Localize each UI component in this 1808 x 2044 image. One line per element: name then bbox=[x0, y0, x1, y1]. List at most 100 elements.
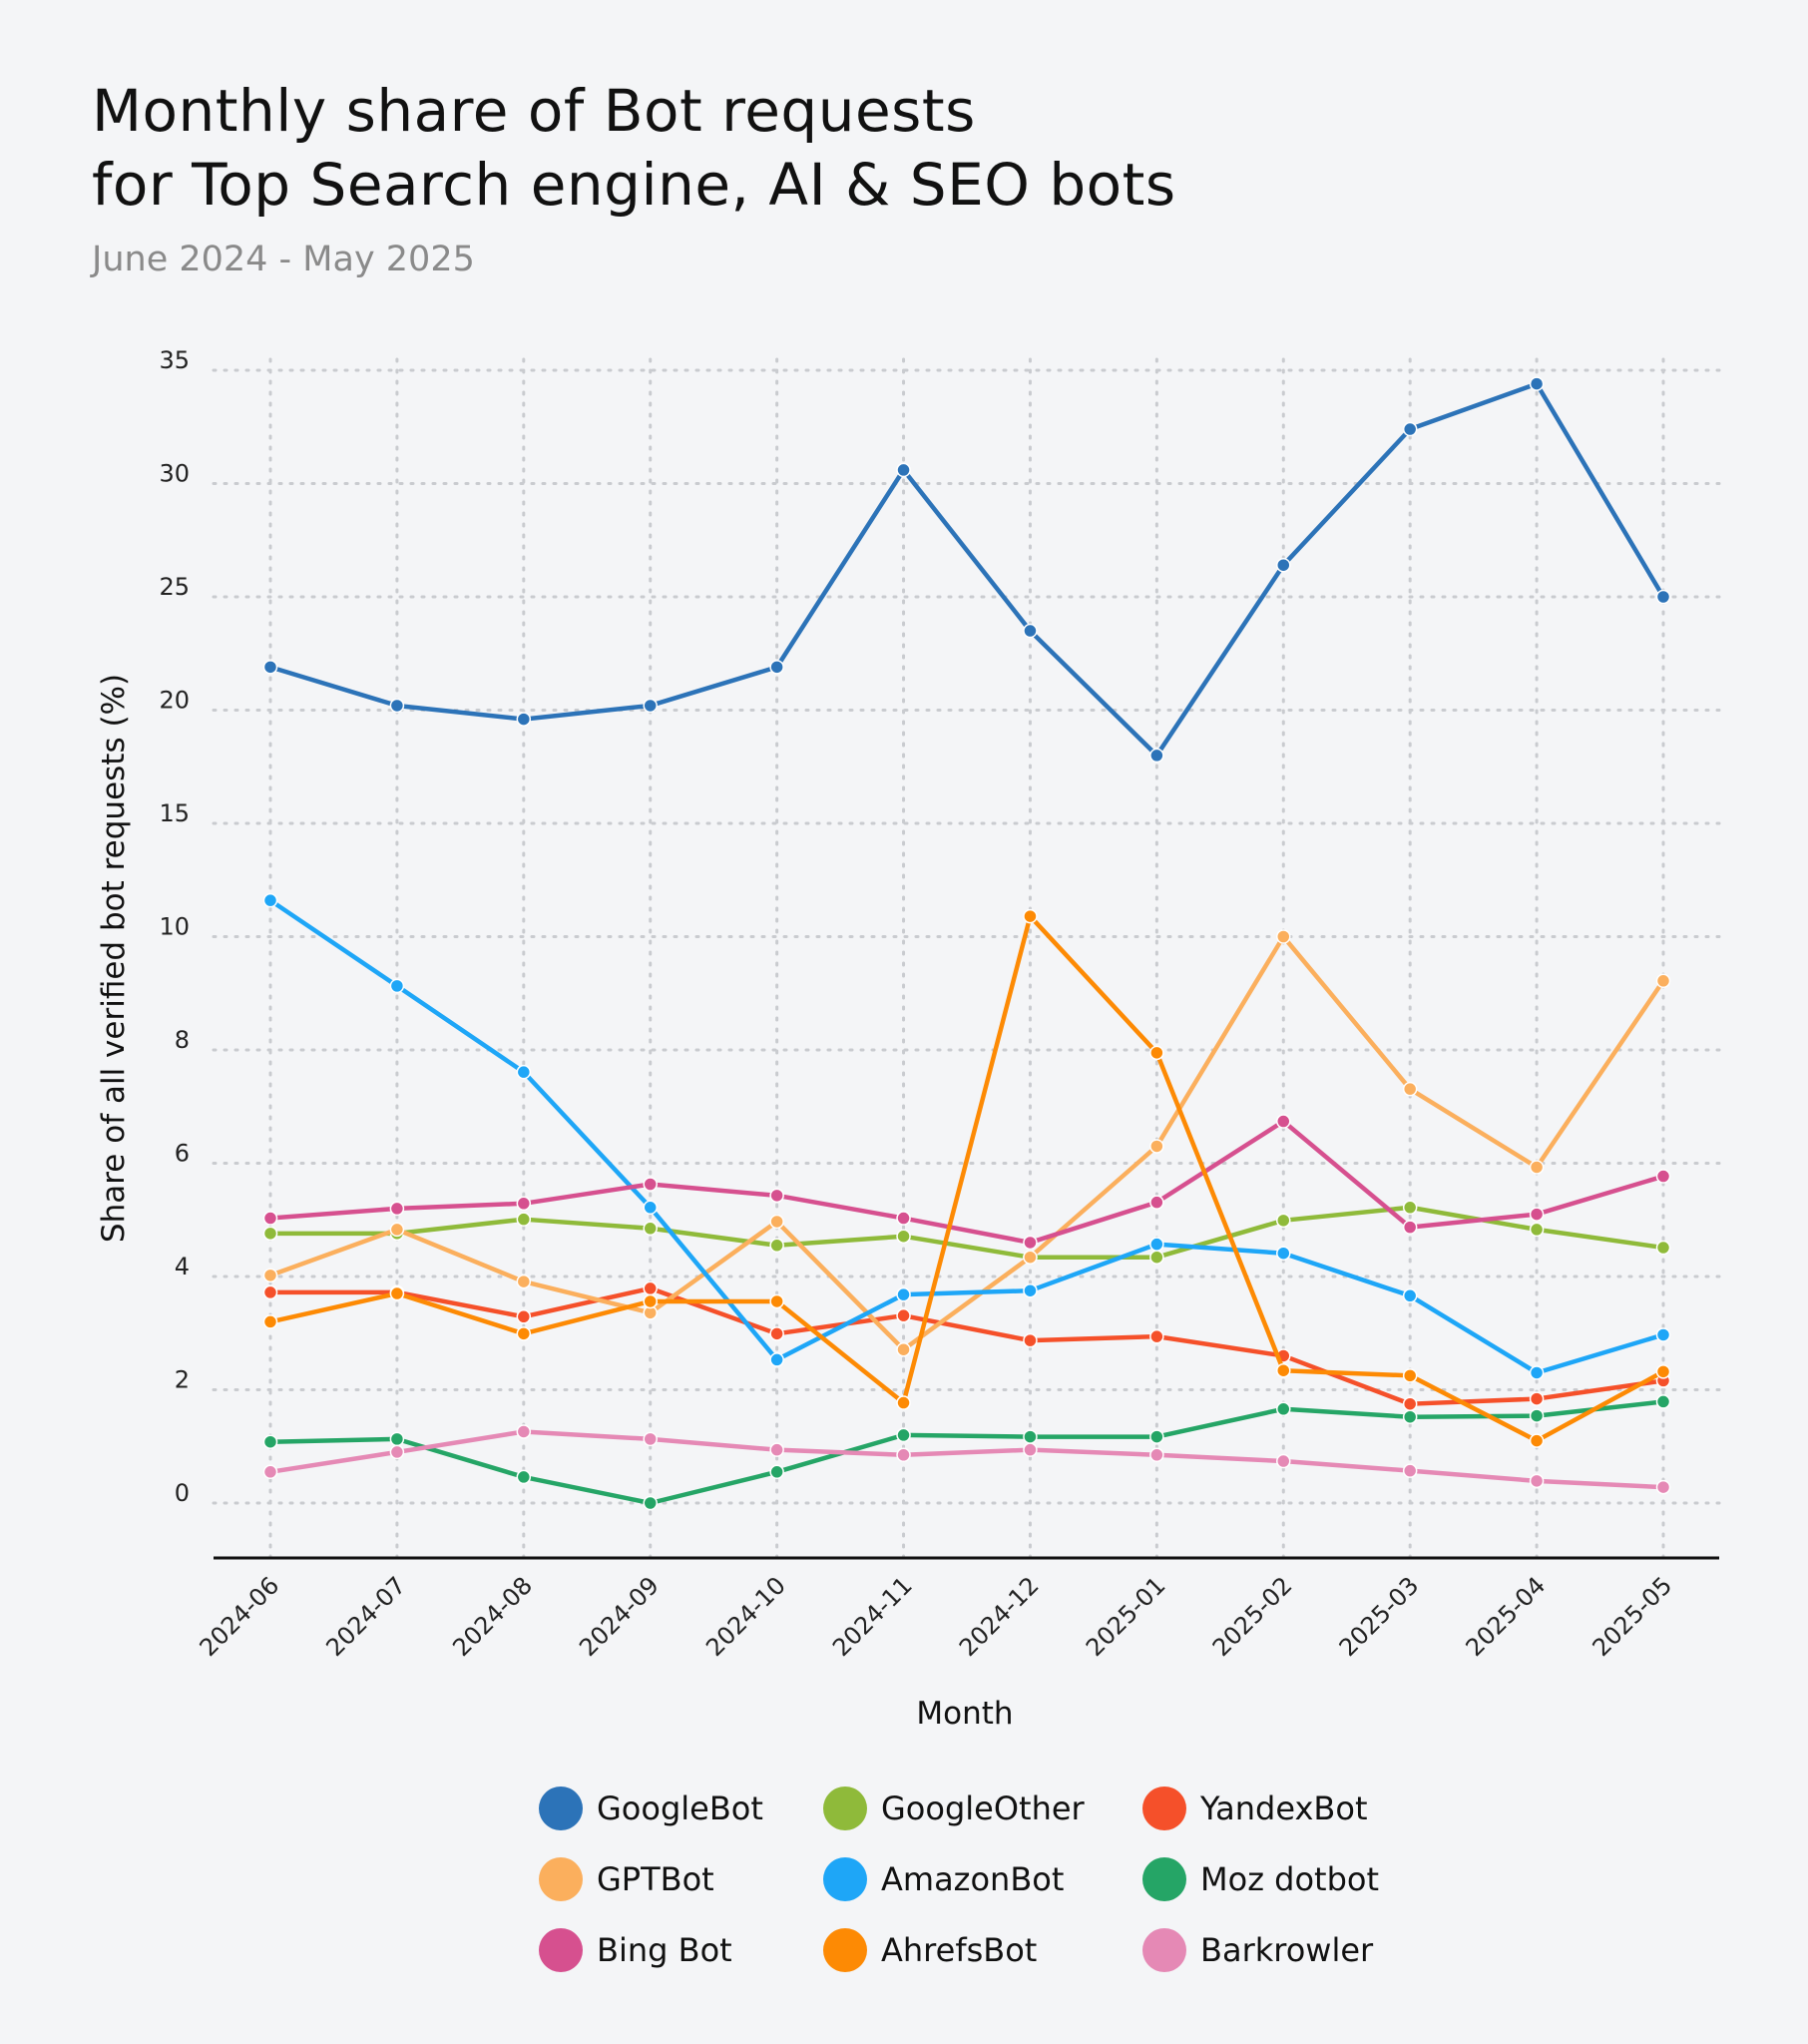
legend-item[interactable]: YandexBot bbox=[1142, 1787, 1367, 1830]
data-point[interactable] bbox=[1655, 1394, 1671, 1409]
data-point[interactable] bbox=[389, 978, 405, 994]
data-point[interactable] bbox=[1149, 748, 1164, 764]
data-point[interactable] bbox=[1023, 1332, 1038, 1348]
data-point[interactable] bbox=[643, 1293, 658, 1309]
data-point[interactable] bbox=[262, 1284, 278, 1300]
data-point[interactable] bbox=[643, 1495, 658, 1511]
data-point[interactable] bbox=[262, 1211, 278, 1226]
legend-item[interactable]: Barkrowler bbox=[1142, 1928, 1373, 1972]
data-point[interactable] bbox=[643, 1280, 658, 1296]
data-point[interactable] bbox=[1276, 557, 1291, 573]
data-point[interactable] bbox=[896, 1307, 911, 1323]
data-point[interactable] bbox=[1655, 1479, 1671, 1495]
data-point[interactable] bbox=[643, 698, 658, 714]
data-point[interactable] bbox=[896, 1211, 911, 1226]
data-point[interactable] bbox=[1149, 1250, 1164, 1265]
data-point[interactable] bbox=[1655, 1364, 1671, 1379]
data-point[interactable] bbox=[262, 660, 278, 675]
data-point[interactable] bbox=[389, 1201, 405, 1217]
data-point[interactable] bbox=[389, 1444, 405, 1460]
legend-item[interactable]: Bing Bot bbox=[539, 1928, 732, 1972]
data-point[interactable] bbox=[1149, 1139, 1164, 1154]
data-point[interactable] bbox=[769, 1442, 784, 1457]
data-point[interactable] bbox=[1402, 1220, 1418, 1235]
data-point[interactable] bbox=[769, 1464, 784, 1480]
data-point[interactable] bbox=[1529, 1473, 1545, 1489]
data-point[interactable] bbox=[1276, 1213, 1291, 1229]
data-point[interactable] bbox=[1149, 1195, 1164, 1210]
data-point[interactable] bbox=[1149, 1237, 1164, 1252]
data-point[interactable] bbox=[896, 462, 911, 478]
data-point[interactable] bbox=[896, 1395, 911, 1410]
data-point[interactable] bbox=[389, 1431, 405, 1447]
data-point[interactable] bbox=[1655, 973, 1671, 989]
legend-item[interactable]: GoogleBot bbox=[539, 1787, 763, 1830]
data-point[interactable] bbox=[1529, 1207, 1545, 1222]
data-point[interactable] bbox=[1149, 1429, 1164, 1444]
data-point[interactable] bbox=[516, 1274, 532, 1289]
data-point[interactable] bbox=[1276, 1114, 1291, 1129]
data-point[interactable] bbox=[1529, 1408, 1545, 1423]
data-point[interactable] bbox=[516, 1196, 532, 1212]
data-point[interactable] bbox=[1655, 1240, 1671, 1256]
data-point[interactable] bbox=[643, 1200, 658, 1216]
data-point[interactable] bbox=[516, 1064, 532, 1080]
data-point[interactable] bbox=[1023, 908, 1038, 924]
data-point[interactable] bbox=[1529, 1433, 1545, 1448]
data-point[interactable] bbox=[769, 1326, 784, 1341]
data-point[interactable] bbox=[1529, 1365, 1545, 1380]
data-point[interactable] bbox=[1276, 1453, 1291, 1469]
data-point[interactable] bbox=[769, 1238, 784, 1254]
data-point[interactable] bbox=[1276, 1246, 1291, 1261]
legend-item[interactable]: GoogleOther bbox=[823, 1787, 1085, 1830]
data-point[interactable] bbox=[1402, 1409, 1418, 1424]
data-point[interactable] bbox=[643, 1177, 658, 1192]
data-point[interactable] bbox=[643, 1221, 658, 1237]
data-point[interactable] bbox=[1149, 1447, 1164, 1463]
data-point[interactable] bbox=[1529, 1160, 1545, 1175]
data-point[interactable] bbox=[262, 1464, 278, 1480]
data-point[interactable] bbox=[1023, 1282, 1038, 1298]
data-point[interactable] bbox=[896, 1286, 911, 1302]
data-point[interactable] bbox=[262, 892, 278, 908]
data-point[interactable] bbox=[1276, 929, 1291, 944]
data-point[interactable] bbox=[1529, 1222, 1545, 1238]
data-point[interactable] bbox=[769, 660, 784, 675]
data-point[interactable] bbox=[643, 1431, 658, 1447]
legend-item[interactable]: AhrefsBot bbox=[823, 1928, 1037, 1972]
data-point[interactable] bbox=[1149, 1045, 1164, 1061]
data-point[interactable] bbox=[1023, 1235, 1038, 1251]
data-point[interactable] bbox=[1529, 1391, 1545, 1406]
data-point[interactable] bbox=[1276, 1362, 1291, 1378]
data-point[interactable] bbox=[769, 1188, 784, 1204]
data-point[interactable] bbox=[769, 1352, 784, 1367]
data-point[interactable] bbox=[1023, 1429, 1038, 1444]
data-point[interactable] bbox=[262, 1434, 278, 1449]
legend-item[interactable]: GPTBot bbox=[539, 1857, 714, 1901]
data-point[interactable] bbox=[516, 1469, 532, 1485]
data-point[interactable] bbox=[1023, 1250, 1038, 1265]
data-point[interactable] bbox=[1655, 1327, 1671, 1342]
data-point[interactable] bbox=[516, 1424, 532, 1439]
legend-item[interactable]: Moz dotbot bbox=[1142, 1857, 1379, 1901]
data-point[interactable] bbox=[516, 712, 532, 727]
data-point[interactable] bbox=[1402, 1396, 1418, 1411]
data-point[interactable] bbox=[389, 698, 405, 714]
data-point[interactable] bbox=[896, 1341, 911, 1357]
data-point[interactable] bbox=[1402, 1463, 1418, 1478]
data-point[interactable] bbox=[389, 1285, 405, 1301]
data-point[interactable] bbox=[1402, 1081, 1418, 1097]
data-point[interactable] bbox=[516, 1326, 532, 1341]
data-point[interactable] bbox=[262, 1314, 278, 1329]
data-point[interactable] bbox=[1276, 1401, 1291, 1417]
data-point[interactable] bbox=[262, 1268, 278, 1283]
legend-item[interactable]: AmazonBot bbox=[823, 1857, 1064, 1901]
data-point[interactable] bbox=[769, 1293, 784, 1309]
data-point[interactable] bbox=[389, 1222, 405, 1238]
data-point[interactable] bbox=[1402, 1368, 1418, 1383]
data-point[interactable] bbox=[516, 1212, 532, 1227]
data-point[interactable] bbox=[1529, 376, 1545, 391]
data-point[interactable] bbox=[1149, 1328, 1164, 1344]
data-point[interactable] bbox=[769, 1214, 784, 1230]
data-point[interactable] bbox=[1402, 1200, 1418, 1216]
